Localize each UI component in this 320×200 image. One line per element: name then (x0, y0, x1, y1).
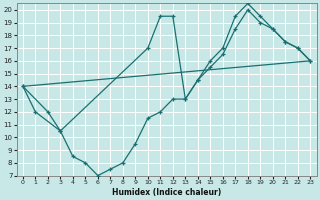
X-axis label: Humidex (Indice chaleur): Humidex (Indice chaleur) (112, 188, 221, 197)
